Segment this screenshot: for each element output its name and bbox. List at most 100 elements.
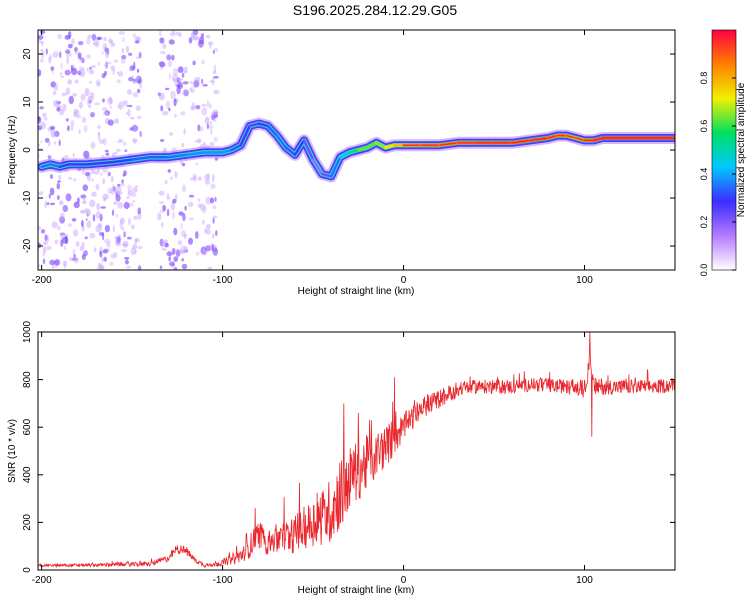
- noise-blob: [70, 124, 74, 132]
- spectrogram-y-ticks: -20 -10 0 10 20: [22, 48, 675, 253]
- noise-blob: [97, 82, 101, 86]
- noise-blob: [101, 73, 106, 79]
- noise-blob: [117, 71, 124, 77]
- noise-blob: [202, 84, 208, 87]
- noise-blob: [136, 68, 140, 73]
- noise-blob: [212, 233, 215, 239]
- noise-blob: [58, 174, 61, 181]
- noise-blob: [72, 93, 78, 97]
- noise-blob: [111, 209, 115, 216]
- noise-blob: [171, 54, 175, 61]
- noise-blob: [50, 129, 56, 138]
- noise-blob: [161, 248, 167, 251]
- noise-blob: [183, 128, 186, 135]
- noise-blob: [118, 101, 124, 110]
- noise-blob: [198, 39, 204, 48]
- noise-blob: [178, 211, 184, 216]
- noise-blob: [169, 132, 174, 136]
- noise-blob: [112, 225, 116, 233]
- noise-blob: [131, 124, 139, 132]
- noise-blob: [210, 183, 216, 189]
- noise-blob: [87, 95, 92, 102]
- noise-blob: [62, 260, 68, 266]
- noise-blob: [197, 198, 201, 202]
- noise-blob: [168, 107, 171, 112]
- noise-blob: [166, 54, 172, 61]
- noise-blob: [115, 194, 121, 202]
- noise-blob: [136, 88, 141, 94]
- noise-blob: [139, 85, 143, 89]
- noise-blob: [124, 149, 128, 153]
- noise-blob: [40, 41, 45, 44]
- noise-blob: [51, 221, 58, 229]
- noise-blob: [42, 240, 48, 246]
- noise-blob: [159, 37, 165, 44]
- noise-blob: [52, 51, 59, 58]
- x-tick-label: -100: [213, 275, 233, 286]
- noise-blob: [167, 169, 171, 173]
- noise-blob: [116, 71, 119, 75]
- noise-blob: [137, 207, 141, 215]
- ridge-segment: [230, 143, 242, 152]
- noise-blob: [127, 188, 130, 197]
- ridge-segment: [130, 155, 152, 161]
- noise-blob: [172, 73, 179, 82]
- noise-blob: [135, 186, 138, 193]
- noise-blob: [99, 172, 103, 176]
- noise-blob: [131, 187, 138, 194]
- noise-blob: [64, 233, 69, 237]
- noise-blob: [73, 178, 77, 182]
- noise-blob: [69, 257, 74, 262]
- noise-blob: [99, 250, 103, 258]
- noise-blob: [59, 51, 62, 59]
- noise-blob: [70, 120, 75, 127]
- noise-blob: [162, 204, 167, 212]
- noise-blob: [91, 178, 94, 182]
- spectrogram-x-label: Height of straight line (km): [298, 286, 415, 297]
- noise-blob: [84, 88, 90, 97]
- noise-blob: [159, 50, 166, 55]
- colorbar-tick-label: 0.4: [699, 168, 709, 181]
- noise-blob: [79, 210, 86, 214]
- noise-blob: [59, 72, 63, 76]
- noise-blob: [189, 87, 193, 91]
- noise-blob: [59, 108, 65, 116]
- noise-blob: [81, 219, 84, 228]
- noise-blob: [44, 116, 48, 121]
- noise-blob: [120, 217, 125, 225]
- noise-blob: [62, 204, 69, 213]
- noise-blob: [90, 141, 96, 149]
- noise-blob: [202, 249, 208, 256]
- noise-blob: [187, 201, 194, 208]
- noise-blob: [166, 251, 173, 257]
- ridge-segment: [239, 124, 251, 147]
- ridge-segment: [248, 122, 260, 128]
- noise-blob: [194, 76, 201, 83]
- noise-blob: [179, 249, 185, 255]
- noise-blob: [132, 92, 139, 98]
- noise-blob: [104, 50, 110, 59]
- noise-blob: [213, 137, 218, 142]
- noise-blob: [170, 202, 176, 211]
- noise-blob: [117, 201, 124, 209]
- noise-blob: [134, 76, 141, 82]
- noise-blob: [213, 47, 219, 52]
- noise-blob: [188, 217, 194, 221]
- noise-blob: [159, 61, 165, 68]
- noise-blob: [93, 170, 100, 175]
- noise-blob: [171, 30, 176, 35]
- noise-blob: [38, 34, 44, 40]
- noise-blob: [190, 32, 196, 41]
- noise-blob: [42, 246, 47, 254]
- noise-blob: [118, 138, 124, 143]
- noise-blob: [160, 105, 164, 112]
- ridge-segment: [266, 124, 279, 137]
- noise-blob: [59, 232, 66, 236]
- noise-blob: [44, 234, 48, 242]
- y-tick-label: 800: [22, 371, 33, 388]
- ridge-segment: [284, 146, 297, 157]
- noise-blob: [197, 138, 202, 144]
- noise-blob: [102, 178, 105, 185]
- noise-blob: [79, 68, 86, 77]
- noise-blob: [65, 118, 69, 122]
